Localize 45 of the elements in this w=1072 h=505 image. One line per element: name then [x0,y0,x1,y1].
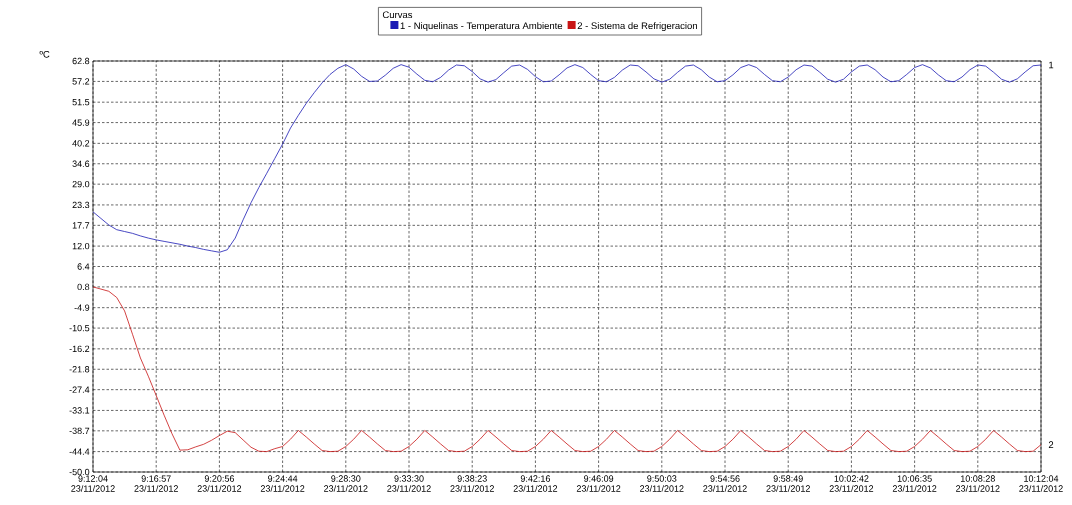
text: 2 [1048,441,1054,448]
x-tick-label: 9:42:16 23/11/2012 [513,475,558,492]
x-tick-label: 9:24:44 23/11/2012 [260,475,305,492]
y-tick-label: 12.0 [72,242,90,250]
y-tick-label: -10.5 [69,324,90,332]
legend-label: 1 - Niquelinas - Temperatura Ambiente [400,22,563,31]
y-tick-label: 34.6 [72,160,90,167]
x-tick-label: 9:58:49 23/11/2012 [766,475,810,492]
y-tick-label: -16.2 [69,345,90,353]
x-tick-label: 9:46:09 23/11/2012 [576,475,621,492]
x-tick-label: 9:54:56 23/11/2012 [703,475,747,492]
y-tick-label: 29.0 [72,180,90,188]
y-tick-label: 51.5 [72,99,90,106]
y-tick-label: -44.4 [69,448,90,455]
y-tick-label: 0.8 [77,283,90,291]
x-tick-label: 9:28:30 23/11/2012 [324,475,368,492]
y-tick-label: 17.7 [72,222,90,229]
y-tick-label: -27.4 [69,386,90,393]
x-tick-label: 9:12:04 23/11/2012 [71,475,115,492]
y-tick-label: -33.1 [69,407,90,414]
y-tick-label: 23.3 [72,201,90,209]
x-tick-label: 9:16:57 23/11/2012 [134,475,178,492]
y-tick-label: -4.9 [74,304,90,311]
y-tick-label: 6.4 [77,263,90,270]
line-series [92,64,1042,253]
x-tick-label: 10:12:04 23/11/2012 [1019,475,1063,492]
x-tick-label: 10:06:35 23/11/2012 [892,475,937,492]
y-tick-label: -21.8 [69,366,90,373]
y-tick-label: -38.7 [69,427,90,435]
text: 1 [1049,61,1054,69]
y-axis-title: ºC [39,50,50,58]
x-tick-label: 9:20:56 23/11/2012 [197,475,242,492]
x-tick-label: 9:33:30 23/11/2012 [387,475,431,492]
y-tick-label: 62.8 [72,57,90,65]
x-tick-label: 9:50:03 23/11/2012 [640,475,684,492]
x-tick-label: 9:38:23 23/11/2012 [450,475,494,492]
line-series [92,286,1042,452]
legend-title: Curvas [382,11,413,19]
x-tick-label: 10:08:28 23/11/2012 [956,475,1000,492]
y-tick-label: 40.2 [72,140,90,147]
x-tick-label: 10:02:42 23/11/2012 [829,475,874,492]
legend-label: 2 - Sistema de Refrigeracion [577,22,697,31]
y-tick-label: 45.9 [72,119,90,126]
y-tick-label: 57.2 [72,78,90,85]
y-tick-label: -50.0 [69,468,90,476]
